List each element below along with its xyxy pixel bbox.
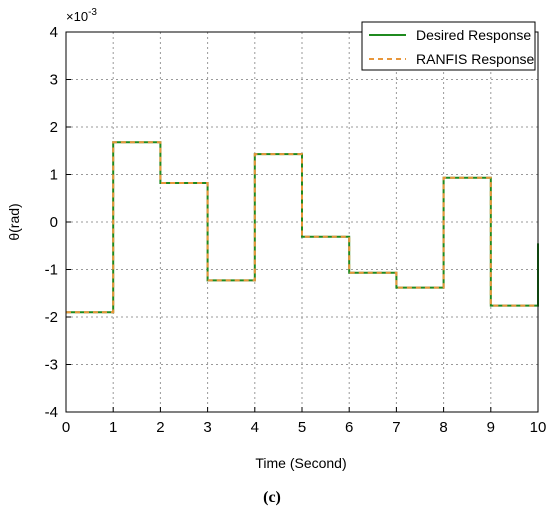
y-tick-label: -3 bbox=[45, 357, 58, 374]
x-tick-label: 2 bbox=[156, 419, 164, 436]
series-layer bbox=[66, 141, 539, 314]
legend-box bbox=[361, 21, 536, 71]
x-tick-label: 7 bbox=[392, 419, 400, 436]
y-tick-label: 4 bbox=[50, 24, 58, 41]
legend: Desired Response RANFIS Response bbox=[361, 21, 536, 71]
y-tick-label: 0 bbox=[50, 214, 58, 231]
y-axis: -4 -3 -2 -1 0 1 2 3 4 bbox=[45, 24, 71, 421]
y-tick-label: -4 bbox=[45, 404, 58, 421]
x-tick-label: 5 bbox=[298, 419, 306, 436]
x-tick-label: 9 bbox=[487, 419, 495, 436]
y-tick-label: 3 bbox=[50, 72, 58, 89]
x-axis-title: Time (Second) bbox=[255, 455, 346, 471]
x-tick-label: 0 bbox=[62, 419, 70, 436]
x-tick-label: 1 bbox=[109, 419, 117, 436]
figure-caption: (c) bbox=[263, 489, 281, 506]
x-axis: 0 1 2 3 4 5 6 7 8 9 10 bbox=[62, 407, 547, 436]
x-tick-label: 4 bbox=[251, 419, 259, 436]
legend-label-desired: Desired Response bbox=[416, 27, 531, 43]
x-tick-label: 3 bbox=[203, 419, 211, 436]
y-tick-label: 2 bbox=[50, 119, 58, 136]
y-multiplier-base: ×10 bbox=[66, 9, 88, 24]
y-multiplier: ×10-3 bbox=[66, 7, 97, 24]
series-line-ranfis-response bbox=[66, 141, 538, 314]
x-tick-label: 10 bbox=[530, 419, 547, 436]
y-tick-label: -2 bbox=[45, 309, 58, 326]
y-axis-title: θ(rad) bbox=[6, 203, 22, 240]
y-tick-label: -1 bbox=[45, 262, 58, 279]
x-tick-label: 8 bbox=[439, 419, 447, 436]
x-tick-label: 6 bbox=[345, 419, 353, 436]
y-multiplier-exp: -3 bbox=[88, 7, 97, 18]
y-tick-label: 1 bbox=[50, 167, 58, 184]
series-line-desired-response bbox=[66, 141, 539, 314]
legend-label-ranfis: RANFIS Response bbox=[416, 51, 534, 67]
